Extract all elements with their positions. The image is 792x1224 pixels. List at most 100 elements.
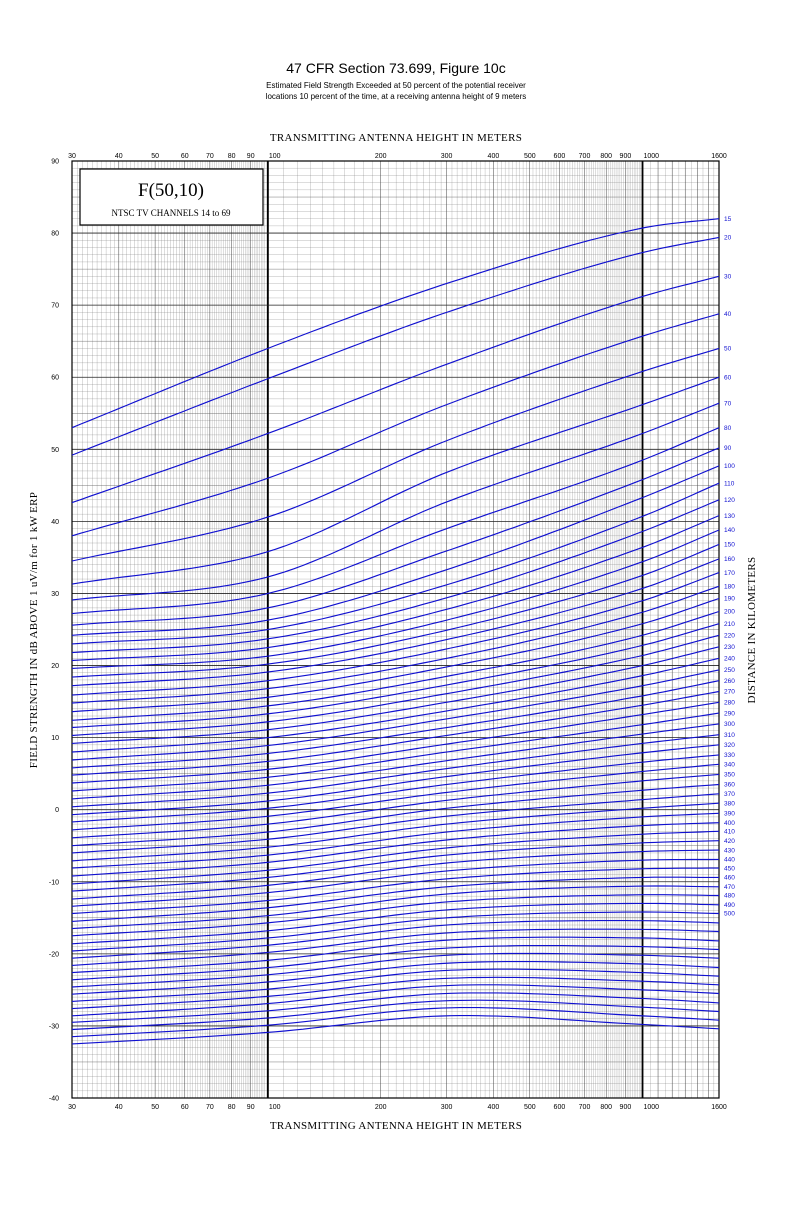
distance-curve [71, 723, 720, 800]
x-tick-label-top: 70 [206, 153, 214, 160]
x-tick-label-bottom: 100 [269, 1104, 281, 1111]
x-tick-label-top: 90 [247, 153, 255, 160]
curves-group [71, 218, 720, 1045]
distance-label: 450 [724, 865, 735, 872]
y-tick-label: 70 [51, 303, 59, 310]
distance-label: 500 [724, 911, 735, 918]
distance-label: 350 [724, 772, 735, 779]
distance-label: 410 [724, 829, 735, 836]
distance-label: 70 [724, 400, 732, 407]
distance-label: 110 [724, 480, 735, 487]
y-tick-label: 80 [51, 231, 59, 238]
chart-subtitle-line1: Estimated Field Strength Exceeded at 50 … [266, 81, 526, 90]
plot-frame [71, 160, 720, 1099]
distance-label: 190 [724, 596, 735, 603]
distance-label: 20 [724, 235, 732, 242]
x-tick-label-top: 400 [488, 153, 500, 160]
distance-curve [71, 669, 720, 761]
distance-curve [71, 822, 720, 877]
distance-label: 60 [724, 374, 732, 381]
y-tick-label: 20 [51, 663, 59, 670]
distance-curve [71, 558, 720, 687]
distance-curve [71, 275, 720, 504]
distance-curve [71, 313, 720, 537]
x-tick-label-bottom: 30 [68, 1104, 76, 1111]
distance-curve [71, 902, 720, 945]
distance-label: 420 [724, 838, 735, 845]
distance-curve [71, 465, 720, 636]
distance-curve [71, 936, 720, 974]
x-tick-label-top: 800 [600, 153, 612, 160]
x-axis-label-top: TRANSMITTING ANTENNA HEIGHT IN METERS [270, 132, 522, 144]
distance-label: 240 [724, 656, 735, 663]
x-tick-label-bottom: 60 [181, 1104, 189, 1111]
distance-curve [71, 572, 720, 696]
distance-label: 330 [724, 752, 735, 759]
y-tick-label: 50 [51, 447, 59, 454]
distance-curve [71, 830, 720, 885]
distance-curve [71, 529, 720, 669]
y-tick-label: 60 [51, 375, 59, 382]
distance-curve [71, 928, 720, 966]
distance-curve [71, 999, 720, 1031]
distance-curve [71, 876, 719, 922]
distance-label: 430 [724, 847, 735, 854]
distance-curve [71, 657, 720, 753]
x-tick-label-bottom: 400 [488, 1104, 500, 1111]
distance-label: 460 [724, 875, 735, 882]
x-tick-label-bottom: 90 [247, 1104, 255, 1111]
distance-curve [71, 482, 720, 645]
distance-label: 260 [724, 678, 735, 685]
x-tick-label-top: 200 [375, 153, 387, 160]
distance-label: 80 [724, 425, 732, 432]
y-tick-label: 30 [51, 591, 59, 598]
distance-label: 90 [724, 445, 732, 452]
distance-curve [71, 447, 720, 626]
distance-curve [71, 840, 720, 892]
y-tick-label: -40 [49, 1096, 59, 1103]
distance-curve [71, 802, 720, 862]
distance-curve [71, 783, 720, 847]
distance-curve [71, 885, 720, 930]
distance-curve [71, 690, 720, 776]
x-tick-label-top: 500 [524, 153, 536, 160]
distance-label: 150 [724, 542, 735, 549]
distance-curve [71, 701, 720, 784]
x-tick-label-top: 600 [554, 153, 566, 160]
distance-label: 480 [724, 893, 735, 900]
distance-curve [71, 734, 720, 808]
distance-curve [71, 499, 720, 654]
distance-label: 100 [724, 463, 735, 470]
distance-labels: 15 20 30 40 50 60 70 80 90 100 110 120 130 140 150 160 1… [724, 216, 735, 918]
distance-label: 440 [724, 857, 735, 864]
x-tick-label-top: 50 [151, 153, 159, 160]
x-tick-label-bottom: 300 [441, 1104, 453, 1111]
legend-box-subtitle: NTSC TV CHANNELS 14 to 69 [112, 208, 231, 218]
tick-labels: 3030404050506060707080809090100100200200… [49, 153, 727, 1111]
minor-grid [72, 161, 719, 1098]
x-tick-label-bottom: 50 [151, 1104, 159, 1111]
distance-curve [71, 867, 719, 915]
distance-curve [71, 849, 720, 900]
y-tick-label: 40 [51, 519, 59, 526]
x-tick-label-top: 300 [441, 153, 453, 160]
x-tick-label-top: 700 [579, 153, 591, 160]
distance-curve [71, 754, 720, 823]
y-tick-label: -30 [49, 1023, 59, 1030]
distance-curve [71, 894, 720, 937]
distance-curve [71, 945, 720, 981]
distance-curve [71, 376, 720, 585]
x-tick-label-bottom: 900 [620, 1104, 632, 1111]
x-tick-label-bottom: 800 [600, 1104, 612, 1111]
distance-curve [71, 712, 720, 792]
distance-label: 270 [724, 689, 735, 696]
distance-label: 370 [724, 791, 735, 798]
distance-label: 40 [724, 311, 732, 318]
distance-curve [71, 793, 720, 854]
distance-label: 490 [724, 902, 735, 909]
distance-curve [71, 623, 720, 729]
distance-curve [71, 610, 720, 721]
distance-curve [71, 646, 720, 744]
distance-curve [71, 427, 720, 615]
